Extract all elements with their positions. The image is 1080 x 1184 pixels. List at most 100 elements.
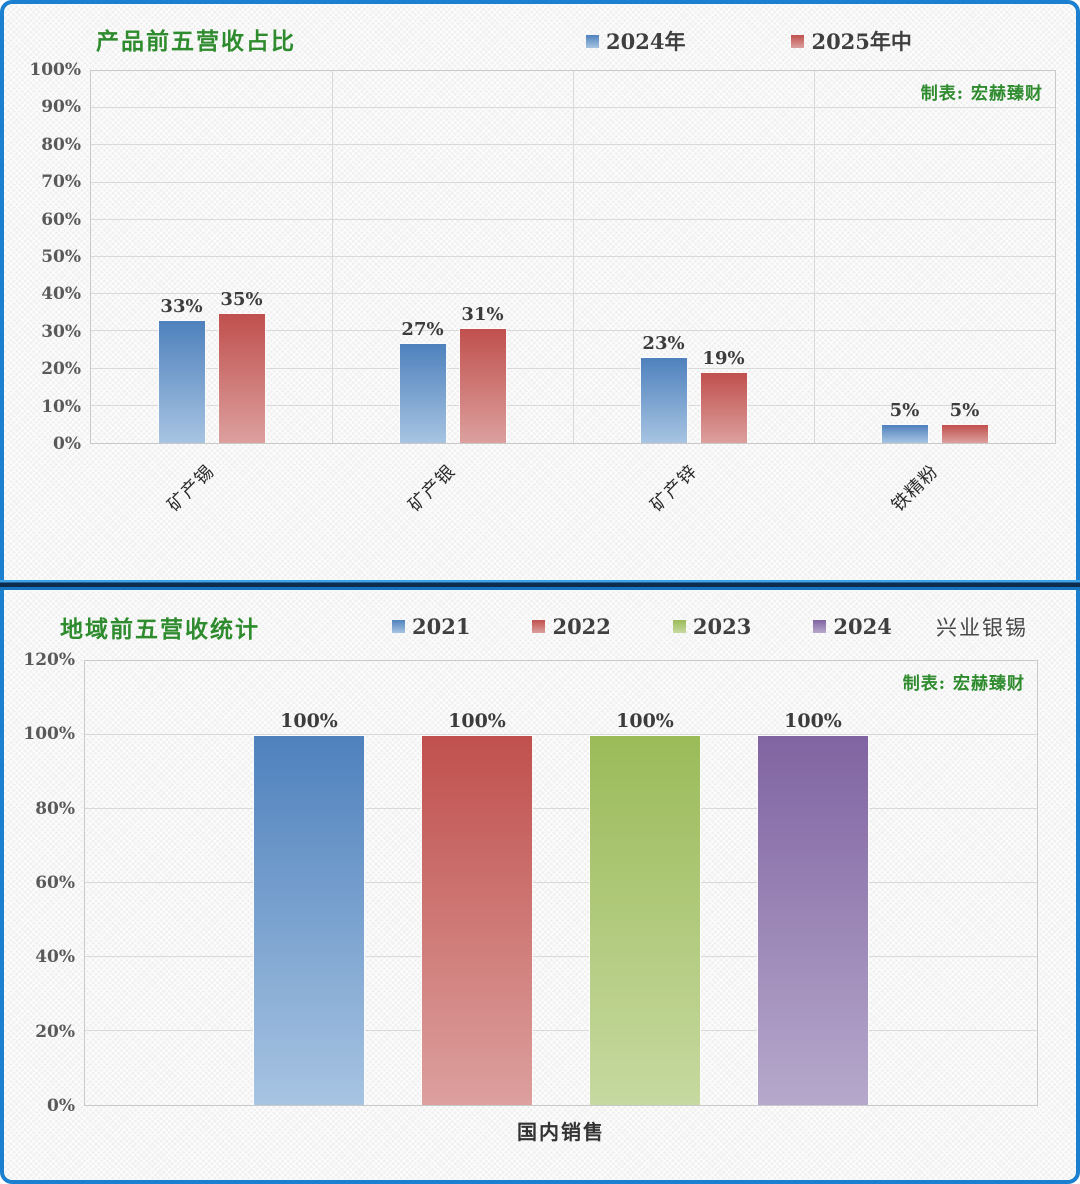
product-revenue-chart-panel: 产品前五营收占比 2024年 2025年中 100% 90% 80% 70% 60% 50%… xyxy=(0,0,1080,580)
chart-title: 产品前五营收占比 xyxy=(96,28,296,55)
legend-item: 2024年 xyxy=(586,26,685,56)
bar-value-label: 5% xyxy=(889,400,920,422)
bar-slot: 19% xyxy=(699,71,748,443)
bar-slot: 27% xyxy=(398,71,447,443)
bar: 5% xyxy=(940,400,989,443)
x-axis-label: 矿产银 xyxy=(404,460,460,516)
bar-value-label: 33% xyxy=(160,296,203,318)
bar-group: 23% 19% xyxy=(573,71,814,443)
bar-slot: 23% xyxy=(639,71,688,443)
y-axis-tick: 0% xyxy=(53,434,81,454)
y-axis-tick: 60% xyxy=(35,873,75,893)
x-axis-label: 矿产锌 xyxy=(646,460,702,516)
legend-item: 2023 xyxy=(672,614,752,639)
legend-label: 2022 xyxy=(552,614,611,639)
y-axis-tick: 30% xyxy=(41,321,81,342)
x-axis-labels: 国内销售 xyxy=(84,1106,1038,1158)
chart-header: 产品前五营收占比 2024年 2025年中 xyxy=(4,4,1076,70)
y-axis: 100% 90% 80% 70% 60% 50% 40% 30% 20% 10% 0% xyxy=(4,60,90,454)
bar: 5% xyxy=(880,400,929,443)
bar-group: 33% 35% xyxy=(91,71,332,443)
bar-value-label: 19% xyxy=(702,348,745,370)
legend-label: 2025年中 xyxy=(811,29,912,54)
y-axis-tick: 70% xyxy=(41,172,81,193)
legend-item: 2021 xyxy=(392,614,470,639)
legend-item: 2025年中 xyxy=(791,26,912,56)
y-axis-tick: 50% xyxy=(41,247,81,267)
company-label: 兴业银锡 xyxy=(936,616,1028,640)
x-axis-label: 铁精粉 xyxy=(887,460,943,516)
bar-value-label: 100% xyxy=(784,710,842,732)
plot-row: 100% 90% 80% 70% 60% 50% 40% 30% 20% 10% 0% 制表: 宏赫… xyxy=(4,60,1076,454)
bar-slot: 100% xyxy=(757,661,869,1105)
y-axis-tick: 100% xyxy=(23,724,75,745)
bar-slot: 100% xyxy=(253,661,365,1105)
bar-value-label: 31% xyxy=(461,303,504,325)
legend: 2021 2022 2023 2024 xyxy=(392,614,892,639)
plot-area: 制表: 宏赫臻财 100% 100% 100% 100% xyxy=(84,660,1038,1106)
bar: 19% xyxy=(699,348,748,443)
bar-value-label: 5% xyxy=(949,400,980,422)
legend-swatch-icon xyxy=(791,34,805,48)
legend-label: 2023 xyxy=(692,614,752,639)
panel-divider xyxy=(0,580,1080,590)
bar-value-label: 27% xyxy=(401,318,444,340)
y-axis-tick: 40% xyxy=(41,284,81,305)
bar: 100% xyxy=(253,710,365,1105)
bar-slot: 5% xyxy=(940,71,989,443)
bar: 33% xyxy=(157,296,206,443)
legend-swatch-icon xyxy=(586,34,599,48)
y-axis-tick: 80% xyxy=(41,134,81,155)
bar-slot: 100% xyxy=(421,661,533,1105)
bar: 23% xyxy=(639,333,688,443)
category-separator xyxy=(814,71,815,443)
x-axis-label: 国内销售 xyxy=(517,1120,605,1144)
bar: 100% xyxy=(421,710,533,1105)
chart-title: 地域前五营收统计 xyxy=(60,616,260,643)
bar-slot: 35% xyxy=(217,71,266,443)
bar-value-label: 23% xyxy=(642,333,685,355)
bar: 100% xyxy=(757,710,869,1105)
bar: 31% xyxy=(458,304,507,443)
legend-swatch-icon xyxy=(392,620,405,633)
gridline xyxy=(85,808,1037,810)
gridline xyxy=(85,734,1037,735)
bar-slot: 33% xyxy=(157,71,206,443)
x-axis-label: 矿产锡 xyxy=(163,460,219,516)
y-axis-tick: 100% xyxy=(29,60,81,80)
legend-item: 2024 xyxy=(813,614,892,639)
gridline xyxy=(85,956,1037,958)
legend: 2024年 2025年中 xyxy=(586,26,912,56)
credit-label: 制表: 宏赫臻财 xyxy=(920,84,1043,104)
bar-slot: 100% xyxy=(589,661,701,1105)
legend-label: 2024年 xyxy=(606,29,686,54)
credit-label: 制表: 宏赫臻财 xyxy=(902,674,1025,694)
y-axis-tick: 0% xyxy=(47,1096,75,1116)
y-axis: 120% 100% 80% 60% 40% 20% 0% xyxy=(4,650,84,1116)
y-axis-tick: 90% xyxy=(41,97,81,118)
bar-slot: 31% xyxy=(458,71,507,443)
category-separator xyxy=(573,71,574,443)
bar-value-label: 100% xyxy=(448,710,506,732)
legend-label: 2021 xyxy=(412,614,471,639)
y-axis-tick: 120% xyxy=(23,650,75,670)
y-axis-tick: 80% xyxy=(35,798,75,819)
bar-value-label: 100% xyxy=(616,710,674,732)
legend-swatch-icon xyxy=(532,620,546,633)
legend-swatch-icon xyxy=(672,620,686,633)
y-axis-tick: 20% xyxy=(41,359,81,380)
bar-group: 100% 100% 100% 100% xyxy=(85,661,1037,1105)
legend-label: 2024 xyxy=(833,614,892,639)
bar-group: 5% 5% xyxy=(814,71,1055,443)
bar: 27% xyxy=(398,319,447,443)
gridline xyxy=(85,882,1037,883)
bar-value-label: 100% xyxy=(280,710,338,732)
x-axis-labels: 矿产锡 矿产银 矿产锌 铁精粉 xyxy=(90,444,1056,572)
category-separator xyxy=(332,71,333,443)
gridline xyxy=(85,1030,1037,1032)
y-axis-tick: 10% xyxy=(41,396,81,417)
plot-area: 制表: 宏赫臻财 33% 35% 27% 31% 23% 19% 5% 5% xyxy=(90,70,1056,444)
legend-item: 2022 xyxy=(532,614,611,639)
chart-header: 地域前五营收统计 2021 2022 2023 2024 兴业银锡 xyxy=(4,590,1076,654)
